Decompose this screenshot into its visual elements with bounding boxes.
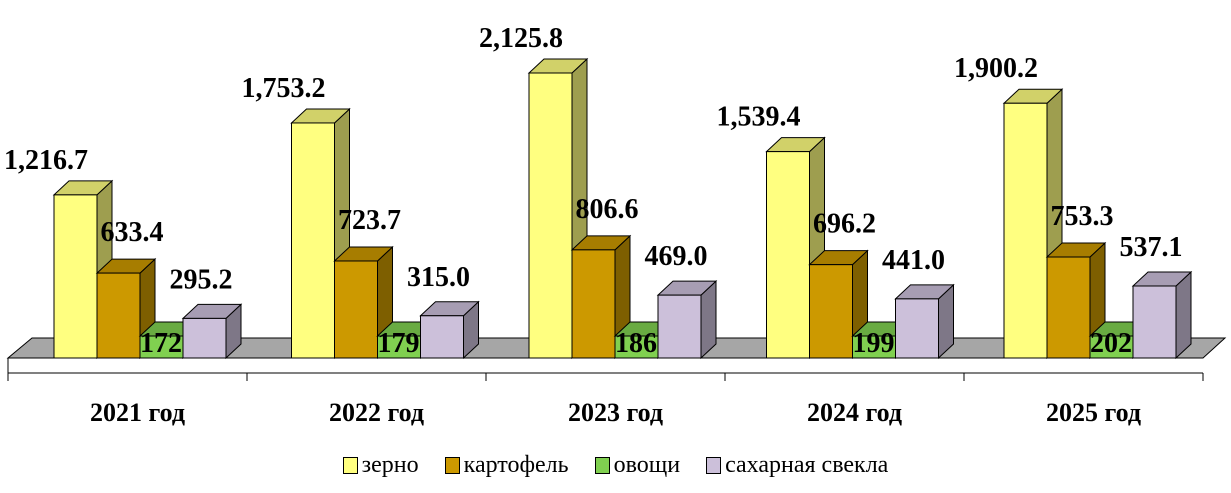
bar bbox=[766, 151, 810, 359]
data-label: 1,753.2 bbox=[242, 73, 326, 104]
data-label: 199 bbox=[853, 328, 895, 359]
data-label: 186 bbox=[615, 328, 657, 359]
bar-side bbox=[1175, 270, 1192, 360]
bar bbox=[809, 264, 853, 359]
data-label: 1,900.2 bbox=[954, 53, 1038, 84]
category-label: 2025 год bbox=[1046, 398, 1141, 427]
legend-swatch bbox=[342, 457, 358, 474]
category-label: 2022 год bbox=[329, 398, 424, 427]
bar bbox=[657, 294, 702, 359]
legend-label: картофель bbox=[463, 452, 569, 478]
data-label: 2,125.8 bbox=[479, 23, 563, 54]
bar bbox=[291, 122, 335, 359]
legend: зерно картофель овощи сахарная свекла bbox=[0, 452, 1231, 479]
bar bbox=[334, 260, 378, 359]
legend-item-grain: зерно bbox=[342, 452, 419, 479]
legend-swatch bbox=[706, 457, 722, 474]
bar bbox=[1046, 256, 1091, 359]
legend-label: сахарная свекла bbox=[725, 452, 889, 478]
bar bbox=[96, 272, 141, 359]
category-label: 2023 год bbox=[568, 398, 663, 427]
bar bbox=[528, 72, 573, 359]
bar bbox=[571, 249, 616, 359]
bar bbox=[895, 298, 939, 359]
data-label: 633.4 bbox=[101, 217, 164, 248]
data-label: 441.0 bbox=[882, 245, 945, 276]
data-label: 1,216.7 bbox=[4, 145, 88, 176]
data-label: 179 bbox=[378, 328, 420, 359]
data-label: 295.2 bbox=[170, 264, 233, 295]
data-label: 696.2 bbox=[813, 209, 876, 240]
legend-swatch bbox=[444, 457, 460, 474]
data-label: 1,539.4 bbox=[717, 102, 801, 133]
legend-label: зерно bbox=[361, 452, 419, 478]
bars bbox=[52, 57, 1193, 360]
data-label: 172 bbox=[140, 328, 182, 359]
legend-item-sugar-beet: сахарная свекла bbox=[706, 452, 888, 479]
category-label: 2024 год bbox=[807, 398, 902, 427]
category-labels: 2021 год 2022 год 2023 год 2024 год 2025 год bbox=[90, 398, 1141, 427]
bar bbox=[420, 315, 464, 359]
bar bbox=[53, 194, 98, 359]
data-label: 202 bbox=[1090, 328, 1132, 359]
data-label: 315.0 bbox=[407, 262, 470, 293]
data-labels: 1,216.7 633.4 172 295.2 1,753.2 723.7 179 315.0… bbox=[4, 23, 1183, 359]
bar bbox=[182, 317, 227, 359]
bar bbox=[1132, 285, 1177, 359]
legend-label: овощи bbox=[613, 452, 681, 478]
legend-swatch bbox=[594, 457, 610, 474]
data-label: 753.3 bbox=[1051, 201, 1114, 232]
category-label: 2021 год bbox=[90, 398, 185, 427]
data-label: 469.0 bbox=[645, 241, 708, 272]
data-label: 537.1 bbox=[1120, 232, 1183, 263]
data-label: 806.6 bbox=[576, 194, 639, 225]
legend-item-potato: картофель bbox=[444, 452, 569, 479]
bar bbox=[1003, 102, 1048, 359]
legend-item-vegetables: овощи bbox=[594, 452, 681, 479]
data-label: 723.7 bbox=[338, 205, 401, 236]
